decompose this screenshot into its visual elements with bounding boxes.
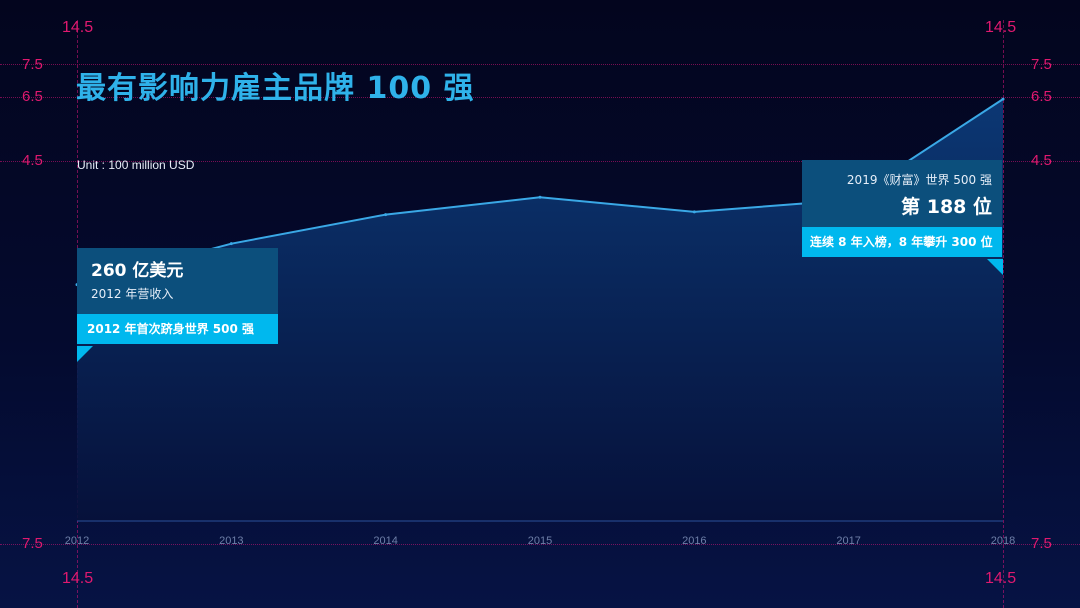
callout-2012: 260 亿美元 2012 年营收入 2012 年首次跻身世界 500 强 — [77, 248, 278, 344]
ruler-label-mid-right: 6.5 — [1031, 88, 1052, 105]
ruler-label-mid-left: 6.5 — [22, 88, 43, 105]
ruler-label-foot-left: 14.5 — [62, 570, 94, 587]
callout-2019-highlight: 连续 8 年入榜，8 年攀升 300 位 — [802, 227, 1002, 257]
ruler-label-top-left: 14.5 — [62, 19, 94, 36]
callout-2012-pointer — [77, 346, 93, 362]
callout-2012-caption: 2012 年营收入 — [91, 287, 174, 301]
x-tick-label-2012: 2012 — [65, 535, 89, 547]
ruler-label-foot-right: 14.5 — [985, 570, 1017, 587]
x-tick-label-2014: 2014 — [373, 535, 397, 547]
ruler-label-lower-left: 4.5 — [22, 152, 43, 169]
ruler-label-upper-left: 7.5 — [22, 56, 43, 73]
data-point-2018 — [1001, 97, 1005, 101]
x-tick-label-2013: 2013 — [219, 535, 243, 547]
callout-2019-panel: 2019《财富》世界 500 强 第 188 位 — [802, 160, 1002, 227]
unit-label: Unit : 100 million USD — [77, 158, 195, 172]
guide-line-right — [1003, 20, 1004, 608]
series-area — [77, 99, 1003, 522]
callout-2019-pointer — [987, 259, 1003, 275]
callout-2019-value: 第 188 位 — [901, 196, 992, 218]
data-point-2015 — [538, 195, 542, 199]
callout-2012-highlight: 2012 年首次跻身世界 500 强 — [77, 314, 278, 344]
data-point-2014 — [384, 213, 388, 217]
data-point-2013 — [229, 242, 233, 246]
guide-line-upper — [0, 64, 1080, 65]
ruler-label-top-right: 14.5 — [985, 19, 1017, 36]
data-point-2016 — [692, 210, 696, 214]
guide-line-mid — [0, 97, 1080, 98]
callout-2012-panel: 260 亿美元 2012 年营收入 — [77, 248, 278, 314]
callout-2012-value: 260 亿美元 — [91, 261, 184, 281]
x-tick-label-2018: 2018 — [991, 535, 1015, 547]
ruler-label-bottom-right: 7.5 — [1031, 535, 1052, 552]
ruler-label-bottom-left: 7.5 — [22, 535, 43, 552]
chart-title: 最有影响力雇主品牌 100 强 — [76, 71, 475, 106]
guide-line-lower — [0, 161, 1080, 162]
ruler-label-lower-right: 4.5 — [1031, 152, 1052, 169]
callout-2019-caption: 2019《财富》世界 500 强 — [846, 173, 992, 187]
callout-2019: 2019《财富》世界 500 强 第 188 位 连续 8 年入榜，8 年攀升 … — [802, 160, 1002, 257]
ruler-label-upper-right: 7.5 — [1031, 56, 1052, 73]
x-tick-label-2016: 2016 — [682, 535, 706, 547]
guide-line-bottom — [0, 544, 1080, 545]
x-tick-label-2015: 2015 — [528, 535, 552, 547]
x-tick-label-2017: 2017 — [836, 535, 860, 547]
